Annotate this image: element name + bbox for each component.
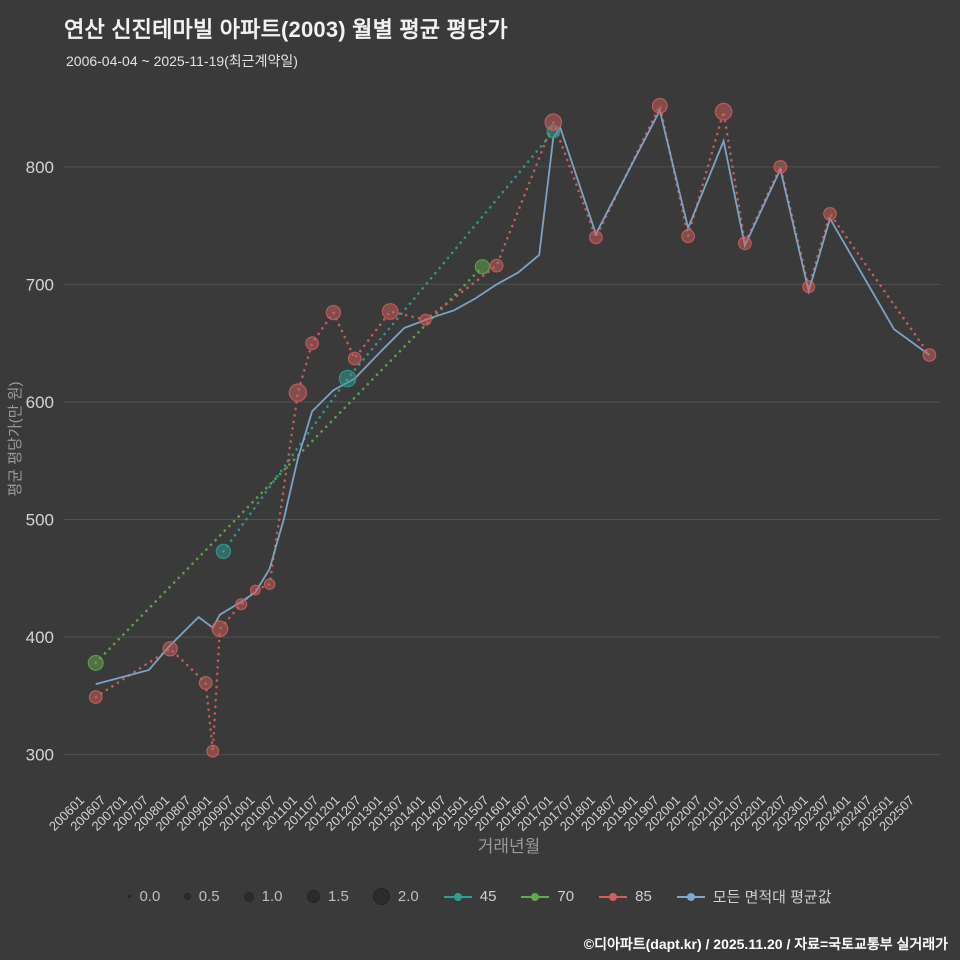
bubble-size-icon — [306, 889, 321, 904]
series-line-icon — [521, 892, 550, 901]
series-85-point — [288, 383, 308, 402]
series-85-point — [544, 113, 563, 131]
legend-size-0.5: 0.5 — [184, 888, 220, 905]
legend-size-label: 1.5 — [328, 888, 349, 905]
y-tick-label: 600 — [26, 393, 54, 412]
legend-size-label: 1.0 — [261, 888, 283, 905]
y-tick-label: 300 — [26, 746, 54, 765]
chart-legend: 0.0 0.5 1.0 1.5 2.0 45 70 85 모든 면적대 평균값 — [0, 886, 960, 907]
series-85-point — [381, 303, 399, 320]
series-85-point — [651, 97, 668, 114]
legend-series-label: 45 — [479, 888, 497, 905]
series-85-point — [419, 313, 432, 326]
bubble-size-icon — [128, 895, 132, 898]
source-credit: ©디아파트(dapt.kr) / 2025.11.20 / 자료=국토교통부 실… — [583, 936, 948, 952]
series-85-point — [305, 336, 320, 351]
series-45-point — [338, 369, 357, 388]
y-tick-label: 500 — [26, 511, 54, 530]
series-모든 면적대 평균값-line — [95, 107, 930, 685]
y-axis-title: 평균 평당가(만 원) — [7, 382, 24, 497]
chart-footer: ©디아파트(dapt.kr) / 2025.11.20 / 자료=국토교통부 실… — [584, 934, 948, 954]
series-70-point — [87, 654, 104, 671]
y-tick-label: 400 — [26, 628, 54, 647]
legend-series-label: 70 — [557, 888, 575, 905]
legend-size-2.0: 2.0 — [372, 888, 419, 905]
series-85-point — [211, 620, 229, 638]
series-85-point — [249, 584, 261, 596]
y-tick-label: 700 — [26, 275, 54, 294]
series-70-point — [474, 259, 491, 275]
series-85-point — [235, 598, 248, 611]
series-85-point — [738, 236, 752, 251]
legend-series-85[interactable]: 85 — [598, 888, 652, 905]
y-tick-label: 800 — [26, 158, 54, 177]
legend-size-label: 2.0 — [397, 888, 419, 905]
series-45-line — [222, 130, 555, 553]
series-85-point — [773, 159, 788, 174]
series-85-point — [489, 258, 504, 273]
series-85-point — [263, 578, 276, 590]
series-line-icon — [676, 892, 705, 901]
page-subtitle: 2006-04-04 ~ 2025-11-19(최근계약일) — [66, 53, 298, 69]
legend-size-1.5: 1.5 — [306, 888, 349, 905]
legend-series-70[interactable]: 70 — [520, 888, 574, 905]
legend-series-모든 면적대 평균값[interactable]: 모든 면적대 평균값 — [676, 886, 832, 907]
series-45-point — [215, 543, 232, 559]
legend-series-45[interactable]: 45 — [443, 888, 497, 905]
legend-series-label: 85 — [635, 888, 652, 905]
legend-size-label: 0.5 — [198, 888, 220, 905]
series-85-point — [347, 351, 362, 366]
series-85-line — [94, 101, 931, 752]
series-85-point — [922, 348, 937, 362]
series-line-icon — [443, 892, 472, 901]
series-70-line — [94, 265, 484, 665]
bubble-size-icon — [372, 888, 390, 905]
series-85-point — [198, 676, 213, 690]
legend-size-label: 0.0 — [139, 888, 161, 905]
series-85-point — [325, 304, 342, 321]
legend-series-label: 모든 면적대 평균값 — [712, 889, 832, 906]
chart-header: 연산 신진테마빌 아파트(2003) 월별 평균 평당가 2006-04-04 … — [64, 12, 508, 71]
series-85-point — [823, 206, 837, 221]
price-trend-chart[interactable]: 3004005006007008002006012006072007012007… — [0, 72, 960, 884]
series-85-point — [589, 230, 603, 245]
series-85-point — [206, 744, 220, 758]
x-axis-title: 거래년월 — [478, 837, 541, 856]
legend-size-0.0: 0.0 — [128, 888, 160, 905]
series-85-point — [802, 280, 816, 294]
series-85-point — [681, 229, 695, 244]
page-title: 연산 신진테마빌 아파트(2003) 월별 평균 평당가 — [64, 17, 508, 42]
series-85-point — [88, 690, 103, 704]
bubble-size-icon — [184, 893, 191, 900]
bubble-size-icon — [243, 891, 254, 902]
series-85-point — [162, 641, 178, 657]
series-85-point — [714, 102, 733, 121]
series-line-icon — [599, 892, 628, 901]
legend-size-1.0: 1.0 — [243, 888, 283, 905]
